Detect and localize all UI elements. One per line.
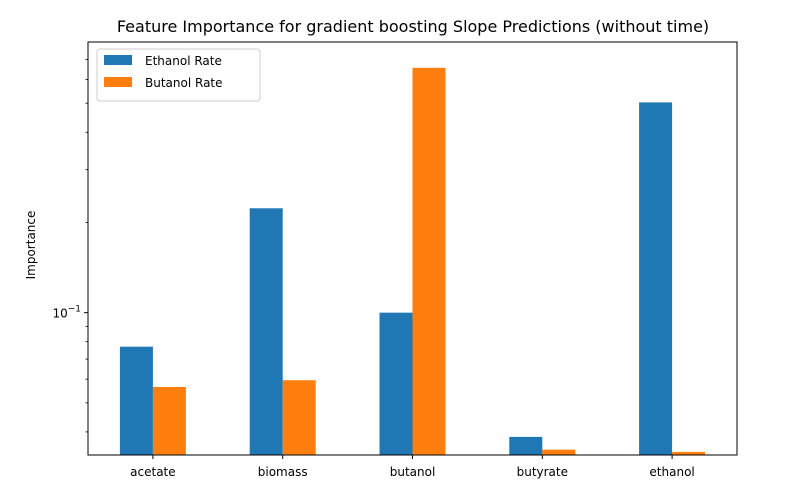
x-tick-label-butyrate: butyrate <box>517 465 568 479</box>
x-tick-label-acetate: acetate <box>130 465 175 479</box>
bar-ethanol-rate-acetate <box>119 346 153 455</box>
x-tick-label-biomass: biomass <box>258 465 308 479</box>
legend: Ethanol Rate Butanol Rate <box>96 48 261 102</box>
bar-ethanol-rate-biomass <box>249 208 283 455</box>
y-tick-label-exponent: −1 <box>68 305 81 315</box>
legend-box <box>96 48 261 102</box>
bar-ethanol-rate-butyrate <box>509 436 543 455</box>
bar-ethanol-rate-butanol <box>379 312 413 455</box>
bar-ethanol-rate-ethanol <box>639 102 673 456</box>
legend-swatch-ethanol-rate <box>104 55 132 65</box>
legend-label-butanol-rate: Butanol Rate <box>145 76 223 90</box>
y-axis-label: Importance <box>24 211 38 280</box>
x-tick-label-ethanol: ethanol <box>649 465 694 479</box>
bars-group <box>119 67 706 456</box>
bar-butanol-rate-ethanol <box>672 451 706 455</box>
bar-butanol-rate-biomass <box>282 380 316 455</box>
bar-butanol-rate-butanol <box>412 67 446 455</box>
x-axis: acetate biomass butanol butyrate ethanol <box>130 455 695 479</box>
legend-swatch-butanol-rate <box>104 77 132 87</box>
chart-title: Feature Importance for gradient boosting… <box>117 17 709 36</box>
x-tick-label-butanol: butanol <box>390 465 436 479</box>
y-axis: 10−1 <box>52 58 88 433</box>
bar-butanol-rate-acetate <box>152 386 186 455</box>
legend-label-ethanol-rate: Ethanol Rate <box>145 54 222 68</box>
bar-butanol-rate-butyrate <box>542 449 576 455</box>
y-tick-label-base: 10 <box>52 307 67 321</box>
plot-frame <box>87 41 738 456</box>
y-tick-label: 10−1 <box>52 305 81 321</box>
